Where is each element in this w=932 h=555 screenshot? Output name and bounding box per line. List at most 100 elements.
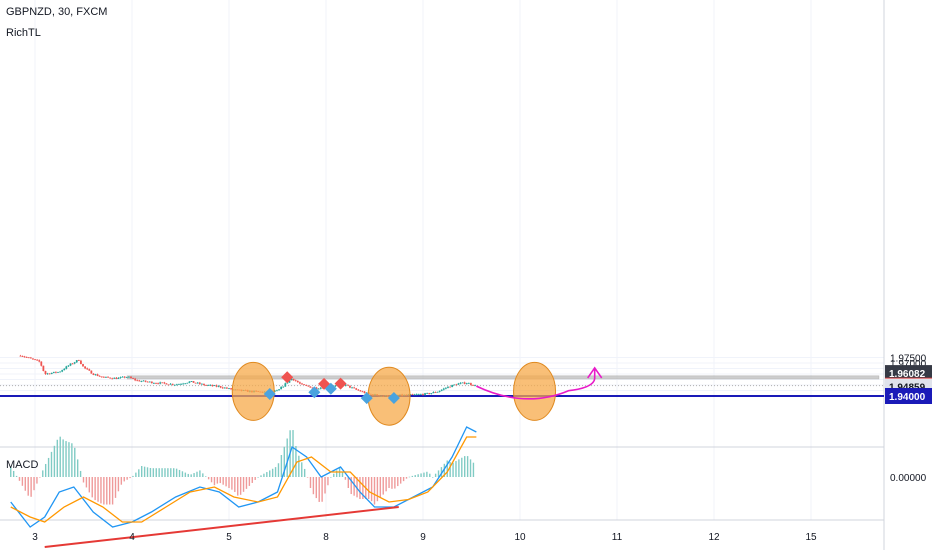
macd-histogram-bar xyxy=(312,477,315,495)
macd-histogram-bar xyxy=(164,468,166,477)
candle-body xyxy=(188,381,191,383)
y-tick-label: 1.97000 xyxy=(890,359,927,370)
macd-histogram-bar xyxy=(277,463,280,477)
highlight-circle[interactable] xyxy=(513,361,557,421)
signal-diamond-red[interactable] xyxy=(334,377,347,390)
macd-histogram-bar xyxy=(466,456,469,477)
plot-background xyxy=(0,0,884,550)
macd-trendline[interactable] xyxy=(44,506,399,548)
candle-body xyxy=(157,383,159,385)
macd-histogram-bar xyxy=(399,477,402,484)
macd-histogram-bar xyxy=(248,477,251,486)
candle-body xyxy=(442,388,445,390)
candle-body xyxy=(440,389,443,391)
candle-body xyxy=(80,360,82,365)
candle-body xyxy=(273,390,276,392)
candle-body xyxy=(90,370,93,374)
macd-histogram-bar xyxy=(97,477,99,502)
macd-histogram-bar xyxy=(155,468,157,477)
candle-body xyxy=(447,386,449,388)
macd-histogram-bar xyxy=(190,474,192,477)
projection-arrowhead xyxy=(587,366,603,379)
macd-histogram-bar xyxy=(237,477,239,496)
candle-body xyxy=(353,387,356,389)
candle-body xyxy=(105,376,107,378)
candle-body xyxy=(132,378,134,379)
candle-body xyxy=(296,380,299,383)
macd-histogram-bar xyxy=(333,473,335,477)
candle-body xyxy=(472,384,474,386)
macd-histogram-bar xyxy=(10,466,12,477)
candle-body xyxy=(305,384,308,386)
candle-body xyxy=(211,384,214,386)
candle-body xyxy=(455,384,458,386)
candle-body xyxy=(94,374,97,376)
candle-body xyxy=(180,383,182,385)
macd-histogram-bar xyxy=(184,472,187,477)
macd-histogram-bar xyxy=(114,477,117,498)
macd-histogram-bar xyxy=(149,467,152,477)
candle-body xyxy=(319,387,322,389)
macd-histogram-bar xyxy=(321,477,323,502)
candle-body xyxy=(349,385,351,388)
macd-histogram-bar xyxy=(420,473,422,477)
candle-body xyxy=(461,382,464,384)
candle-body xyxy=(92,373,95,375)
candle-body xyxy=(192,381,195,383)
candle-body xyxy=(424,393,426,396)
candle-body xyxy=(284,383,287,387)
candle-body xyxy=(334,385,337,387)
signal-diamond-blue[interactable] xyxy=(263,388,276,401)
macd-histogram-bar xyxy=(353,477,355,496)
macd-histogram-bar xyxy=(85,477,88,488)
candle-body xyxy=(42,365,45,372)
signal-diamond-red[interactable] xyxy=(281,371,294,384)
macd-histogram-bar xyxy=(126,477,128,480)
macd-histogram-bar xyxy=(234,477,236,492)
macd-histogram-bar xyxy=(283,446,285,477)
macd-histogram-bar xyxy=(327,477,329,486)
macd-histogram-bar xyxy=(219,477,221,484)
candle-body xyxy=(38,360,41,362)
price-tag-label: 1.96082 xyxy=(889,369,926,380)
symbol-title: GBPNZD, 30, FXCM xyxy=(6,6,108,18)
x-tick-label: 12 xyxy=(708,532,720,543)
macd-histogram-bar xyxy=(254,477,256,480)
macd-histogram-bar xyxy=(388,477,390,488)
candle-body xyxy=(413,394,416,396)
signal-diamond-blue[interactable] xyxy=(360,392,373,405)
indicator-label[interactable]: RichTL xyxy=(6,27,41,39)
macd-histogram-bar xyxy=(292,430,294,477)
highlight-circle[interactable] xyxy=(231,361,275,421)
macd-histogram-bar xyxy=(74,447,76,477)
candle-body xyxy=(27,357,30,359)
highlight-circle[interactable] xyxy=(367,366,411,426)
candle-body xyxy=(282,386,285,388)
macd-histogram-bar xyxy=(379,477,382,498)
macd-histogram-bar xyxy=(30,477,32,497)
projection-path[interactable] xyxy=(476,367,596,400)
signal-diamond-blue[interactable] xyxy=(308,386,321,399)
macd-label[interactable]: MACD xyxy=(6,459,39,471)
signal-line[interactable] xyxy=(10,436,477,523)
candle-body xyxy=(111,378,114,380)
candle-body xyxy=(428,393,431,395)
macd-histogram-bar xyxy=(461,457,463,477)
macd-histogram-bar xyxy=(65,441,67,477)
candle-body xyxy=(226,387,228,389)
macd-histogram-bar xyxy=(437,470,440,477)
signal-diamond-blue[interactable] xyxy=(324,382,337,395)
price-axis-background xyxy=(884,0,932,550)
candle-body xyxy=(315,387,318,390)
candle-body xyxy=(361,391,364,393)
candle-body xyxy=(344,384,347,386)
macd-histogram-bar xyxy=(344,477,347,480)
macd-histogram-bar xyxy=(175,468,178,477)
macd-histogram-bar xyxy=(271,468,274,477)
macd-histogram-bar xyxy=(370,477,373,502)
candle-body xyxy=(55,371,57,373)
candle-body xyxy=(436,391,439,393)
signal-diamond-blue[interactable] xyxy=(387,391,400,404)
candle-body xyxy=(363,391,366,394)
